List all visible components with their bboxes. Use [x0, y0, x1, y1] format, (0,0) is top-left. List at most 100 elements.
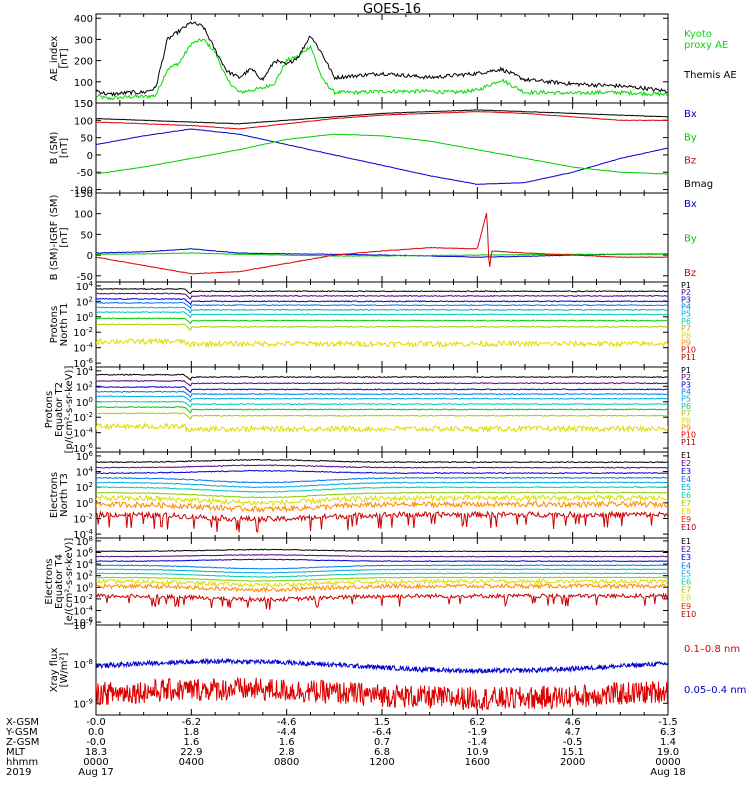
- series-bz: [96, 212, 668, 275]
- series-p3: [96, 386, 668, 394]
- panel-7: Electrons Equator T4 [e/(cm²-s-sr-keV)] 108…: [44, 535, 696, 629]
- panel-frame: [95, 102, 669, 194]
- series-p7: [96, 406, 668, 414]
- series-e10: [96, 592, 668, 610]
- panel-6: Electrons North T310610410210010-210-4E1E…: [49, 450, 696, 541]
- series-p8: [96, 412, 668, 421]
- y-tick-label: 102: [76, 295, 93, 308]
- series-p1: [96, 287, 668, 295]
- y-axis-label: [e/(cm²-s-sr-keV)]: [64, 538, 75, 626]
- y-tick-label: 106: [76, 547, 94, 560]
- legend-label: P8: [681, 331, 691, 340]
- legend-label: P1: [681, 366, 691, 375]
- legend-label: 0.1–0.8 nm: [684, 644, 740, 655]
- x-row-value: -6.4: [372, 727, 392, 738]
- x-row-value: 1.5: [374, 717, 390, 728]
- legend-label: P9: [681, 338, 691, 347]
- y-tick-label: 10-6: [73, 616, 93, 629]
- x-row-value: -0.0: [86, 717, 106, 728]
- x-row-value: 1600: [465, 757, 490, 768]
- x-row-label: Z-GSM: [6, 737, 39, 748]
- series-e4: [96, 476, 668, 484]
- legend-label: P10: [681, 346, 696, 355]
- y-tick-label: 10-8: [73, 658, 93, 671]
- legend-label: E9: [681, 515, 691, 524]
- panel-frame: [95, 192, 669, 283]
- x-row-value: 4.7: [565, 727, 581, 738]
- series-p4: [96, 301, 668, 310]
- series-kyoto-proxy-ae: [96, 38, 668, 101]
- legend-label: E3: [681, 553, 691, 562]
- x-row-value: 0000: [655, 757, 680, 768]
- x-row-value: -1.4: [468, 737, 488, 748]
- y-tick-label: 10-2: [73, 512, 93, 525]
- y-tick-label: 100: [74, 78, 93, 89]
- legend-label: E4: [681, 475, 691, 484]
- series-e5: [96, 481, 668, 489]
- y-axis-label: [W/m²]: [59, 652, 70, 687]
- panel-5: Protons Equator T2 [p/(cm²-s-sr-keV)] 104 10…: [44, 365, 696, 455]
- legend-label: E4: [681, 561, 691, 570]
- y-tick-label: 50: [80, 134, 93, 145]
- legend-label: Bx: [684, 199, 697, 210]
- legend-label: By: [684, 234, 697, 245]
- legend-label: P3: [681, 380, 691, 389]
- series-xray-1: [96, 676, 668, 711]
- y-tick-label: 10-2: [73, 593, 93, 606]
- series-e9: [96, 500, 668, 514]
- series-p2: [96, 379, 668, 387]
- y-axis-label: [nT]: [59, 48, 70, 68]
- legend-label: P9: [681, 423, 691, 432]
- x-row-value: 15.1: [562, 747, 584, 758]
- x-row-value: Aug 18: [650, 767, 685, 778]
- y-tick-label: 104: [76, 558, 94, 571]
- legend-label: E1: [681, 451, 691, 460]
- x-row-value: -6.2: [182, 717, 202, 728]
- series-e8: [96, 493, 668, 507]
- series-p7: [96, 317, 668, 325]
- y-tick-label: 10-9: [73, 697, 93, 710]
- panel-4: Protons North T1 104 102 100 10-2 10-4 10-6 P1P2…: [49, 280, 696, 370]
- series-bmag: [96, 109, 668, 125]
- series-bx: [96, 128, 668, 185]
- y-tick-label: 102: [76, 481, 93, 494]
- x-row-value: 6.8: [374, 747, 390, 758]
- y-tick-label: 104: [76, 466, 94, 479]
- series-e9: [96, 582, 668, 594]
- y-axis-label: [nT]: [59, 227, 70, 247]
- y-tick-label: 10-6: [73, 357, 93, 370]
- x-row-value: 0000: [83, 757, 108, 768]
- x-row-value: 1.4: [660, 737, 676, 748]
- series-e3: [96, 558, 668, 563]
- y-tick-label: 150: [74, 99, 93, 110]
- legend-label: P11: [681, 353, 696, 362]
- x-row-value: -0.0: [86, 737, 106, 748]
- series-e2: [96, 464, 668, 469]
- y-axis-label: North T1: [59, 303, 70, 347]
- series-p9: [96, 422, 668, 434]
- series-p3: [96, 297, 668, 306]
- x-row-value: 1.6: [183, 737, 199, 748]
- x-row-value: -0.5: [563, 737, 583, 748]
- y-axis-label: Equator T4: [54, 554, 65, 609]
- x-row-value: -4.6: [277, 717, 297, 728]
- x-row-value: 22.9: [180, 747, 202, 758]
- y-tick-label: 100: [76, 497, 93, 510]
- series-by: [96, 133, 668, 175]
- x-row-label: X-GSM: [6, 717, 39, 728]
- legend-label: E5: [681, 483, 691, 492]
- series-p8: [96, 323, 668, 331]
- y-tick-label: -50: [77, 168, 93, 179]
- series-e5: [96, 568, 668, 574]
- y-tick-label: 10-4: [73, 427, 93, 440]
- y-tick-label: 106: [76, 450, 94, 463]
- series-bz: [96, 110, 668, 130]
- x-row-value: Aug 17: [78, 767, 113, 778]
- series-themis-ae: [96, 21, 668, 97]
- legend-label: P3: [681, 295, 691, 304]
- figure-title: GOES-16: [363, 2, 421, 17]
- legend-label: Kyoto: [684, 29, 712, 40]
- legend-label: P7: [681, 324, 691, 333]
- legend-label: P5: [681, 395, 691, 404]
